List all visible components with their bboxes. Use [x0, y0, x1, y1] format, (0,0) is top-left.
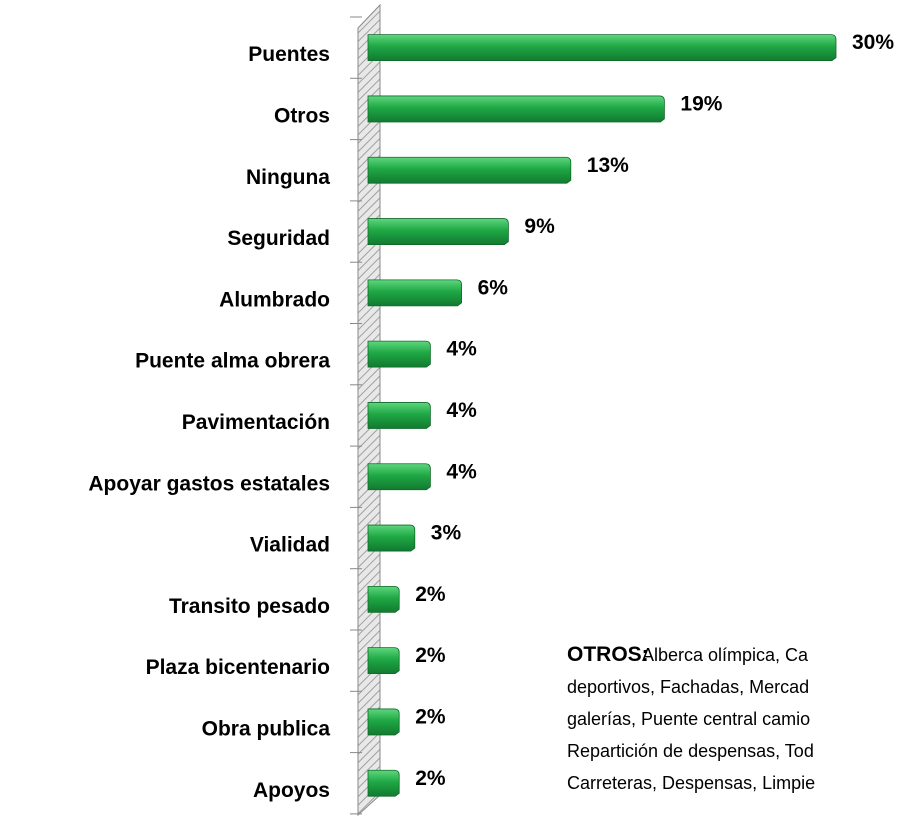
value-label: 2%: [415, 705, 446, 728]
value-label: 13%: [587, 154, 629, 177]
category-label: Apoyar gastos estatales: [88, 472, 330, 495]
bar: [367, 463, 431, 491]
bar: [367, 769, 400, 797]
category-label: Puentes: [248, 43, 330, 66]
category-label: Alumbrado: [219, 288, 330, 311]
note-heading: OTROS:: [567, 643, 649, 666]
category-label: Puente alma obrera: [135, 350, 330, 373]
bar: [367, 34, 837, 62]
value-label: 4%: [446, 460, 477, 483]
category-label: Plaza bicentenario: [146, 656, 330, 679]
bar: [367, 340, 431, 368]
category-label: Obra publica: [202, 717, 331, 740]
category-label: Transito pesado: [169, 595, 330, 618]
value-label: 4%: [446, 399, 477, 422]
category-label: Apoyos: [253, 779, 330, 802]
category-label: Vialidad: [250, 534, 330, 557]
value-label: 30%: [852, 31, 894, 54]
value-label: 6%: [478, 276, 509, 299]
category-label: Otros: [274, 104, 330, 127]
bar: [367, 95, 665, 123]
note-line: Carreteras, Despensas, Limpie: [567, 773, 815, 793]
bar: [367, 156, 572, 184]
value-label: 2%: [415, 583, 446, 606]
value-label: 2%: [415, 644, 446, 667]
bar: [367, 524, 416, 552]
note-line: deportivos, Fachadas, Mercad: [567, 677, 809, 697]
category-label: Seguridad: [227, 227, 330, 250]
value-label: 2%: [415, 767, 446, 790]
note-line: Alberca olímpica, Ca: [642, 645, 809, 665]
bar: [367, 218, 509, 245]
note-line: Repartición de despensas, Tod: [567, 741, 814, 761]
value-label: 4%: [446, 338, 477, 361]
note-line: galerías, Puente central camio: [567, 709, 810, 729]
bar: [367, 708, 400, 736]
note: OTROS:Alberca olímpica, Ca deportivos, Fa…: [567, 643, 815, 793]
value-label: 3%: [431, 522, 462, 545]
bar: [367, 279, 462, 307]
bar: [367, 585, 400, 613]
bar: [367, 402, 431, 429]
category-label: Pavimentación: [182, 411, 330, 434]
value-label: 19%: [680, 92, 722, 115]
value-label: 9%: [524, 215, 555, 238]
category-label: Ninguna: [246, 166, 330, 189]
bar: [367, 647, 400, 675]
